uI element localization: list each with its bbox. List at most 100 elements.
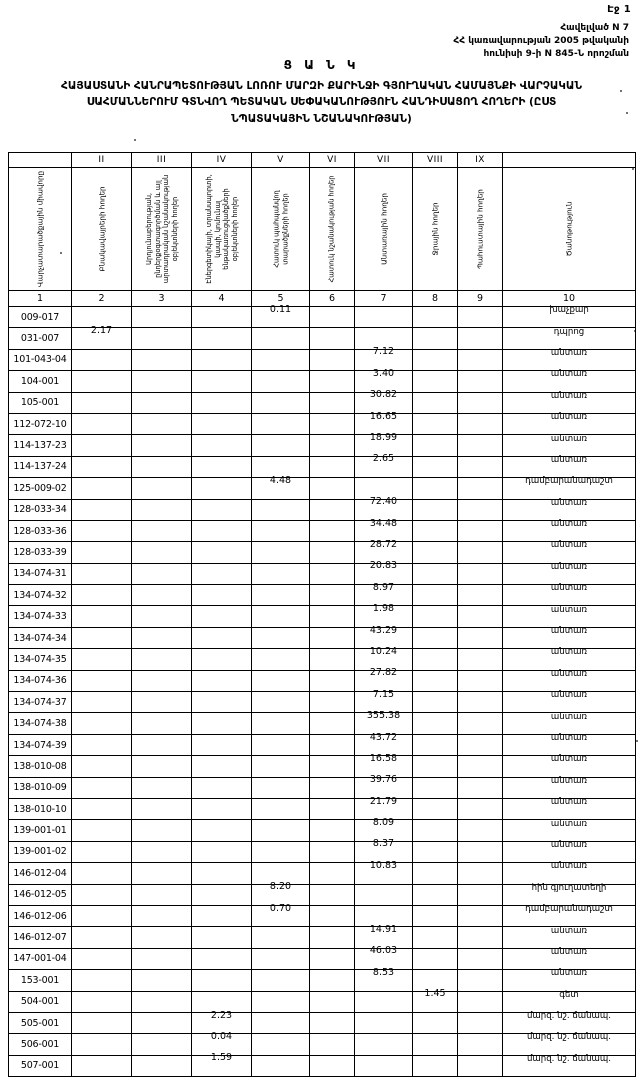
cell-value-col-6: [309, 990, 355, 1013]
cell-note: անտառ: [502, 754, 636, 778]
cell-value-text: 0.11: [269, 303, 292, 315]
cell-value-col-5: [251, 712, 310, 735]
cell-value-col-8: [412, 348, 458, 372]
cell-value-col-3: [131, 626, 192, 650]
cell-value-text: 43.29: [369, 624, 398, 636]
cell-value-col-9: [457, 904, 503, 928]
cell-value-text: 16.58: [369, 752, 398, 764]
cell-value-col-4: [191, 541, 252, 564]
cell-value-col-9: [457, 862, 503, 885]
cell-value-text: 8.37: [372, 838, 395, 850]
cell-value-col-3: [131, 1033, 192, 1056]
cell-value-col-3: [131, 969, 192, 992]
cell-value-col-4: [191, 519, 252, 543]
cell-value-col-8: [412, 712, 458, 735]
cell-value-col-9: [457, 1033, 503, 1056]
cell-value-col-9: [457, 883, 503, 906]
doc-ref-line-2: ՀՀ կառավարության 2005 թվականի: [453, 36, 629, 47]
column-header-infrastructure-lands: Էներգետիկայի, տրանսպորտի, կապի, կոմունալ…: [191, 167, 252, 291]
cell-value-col-6: [309, 412, 355, 436]
column-number-3: 3: [131, 290, 192, 307]
cell-note: խաչքար: [502, 305, 636, 329]
cell-value-col-5: [251, 327, 310, 350]
cell-value-col-6: [309, 755, 355, 778]
cell-value-col-5: [251, 498, 310, 521]
cell-value-col-4: 1.59: [191, 1052, 252, 1077]
cell-value-col-2: [71, 412, 132, 436]
column-header-reserve-lands: Պահուստային հողեր: [457, 167, 503, 291]
cell-note: անտառ: [502, 669, 636, 693]
cell-value-col-8: [412, 904, 458, 928]
cell-value-col-8: [412, 455, 458, 479]
cell-note: անտառ: [502, 840, 636, 864]
cell-note-text: անտառ: [550, 690, 588, 701]
cell-value-col-9: [457, 626, 503, 650]
cell-note: անտառ: [502, 605, 636, 628]
table-row: 112-072-10 16.65 անտառ: [8, 411, 636, 436]
column-header-industrial-lands: Արդյունաբերության, ընդերքօգտագործման և ա…: [131, 167, 192, 291]
cell-note-text: անտառ: [550, 818, 588, 829]
cell-note-text: անտառ: [550, 711, 588, 722]
cell-value-col-6: [309, 498, 355, 521]
cell-value-col-5: [251, 1033, 310, 1056]
column-number-7: 7: [354, 290, 413, 307]
cell-value-col-4: [191, 883, 252, 906]
cell-value-col-3: [131, 712, 192, 735]
table-row: 147-001-04 46.03 անտառ: [8, 945, 636, 971]
cell-administrative-unit-code: 114-137-24: [8, 455, 72, 479]
cell-value-col-4: [191, 712, 252, 735]
cell-note-text: անտառ: [550, 454, 588, 465]
cell-note-text: անտառ: [550, 861, 588, 872]
column-header-administrative-unit: Վարչատարածքային միավորը: [8, 167, 72, 291]
cell-value-col-8: [412, 1054, 458, 1077]
table-row: 146-012-07 14.91 անտառ: [8, 924, 636, 949]
cell-value-col-2: [71, 584, 132, 607]
cell-value-col-3: [131, 412, 192, 436]
column-header-forest-lands-label: Անտառային հողեր: [379, 193, 388, 265]
cell-value-col-2: [71, 1033, 132, 1056]
table-column-number-row: 1 2 3 4 5 6 7 8 9 10: [8, 290, 636, 307]
cell-value-col-9: [457, 1011, 503, 1035]
cell-value-col-5: [251, 840, 310, 864]
cell-note: անտառ: [502, 926, 636, 949]
column-header-settlement-lands: Բնակավայրերի հողեր: [71, 167, 132, 291]
table-row: 134-074-39 43.72 անտառ: [8, 732, 636, 757]
cell-value-col-2: [71, 391, 132, 414]
cell-value-col-3: [131, 1054, 192, 1077]
cell-administrative-unit-code: 134-074-39: [8, 733, 72, 757]
cell-value-col-2: [71, 370, 132, 393]
cell-value-col-8: [412, 305, 458, 329]
cell-administrative-unit-code: 139-001-01: [8, 819, 72, 842]
cell-note-text: դամբարանադաշտ: [525, 476, 613, 487]
cell-value-col-5: [251, 669, 310, 693]
subtitle-line-2: ՍԱՀՄԱՆՆԵՐՈՒՄ ԳՏՆՎՈՂ ՊԵՏԱԿԱՆ ՍԵՓԱԿԱՆՈՒԹՅՈ…: [86, 96, 557, 109]
cell-value-text: 27.82: [369, 667, 398, 679]
cell-administrative-unit-code: 128-033-34: [8, 498, 72, 521]
cell-note-text: անտառ: [550, 626, 588, 637]
cell-value-col-8: [412, 541, 458, 564]
cell-value-col-2: [71, 862, 132, 885]
cell-value-col-4: [191, 797, 252, 821]
cell-note: անտառ: [502, 797, 636, 821]
subtitle-line-1: ՀԱՅԱՍՏԱՆԻ ՀԱՆՐԱՊԵՏՈՒԹՅԱՆ ԼՈՌՈՒ ՄԱՐԶԻ ՔԱՐ…: [61, 80, 582, 92]
cell-value-col-8: [412, 605, 458, 628]
table-row: 134-074-38 355.38 անտառ: [8, 710, 636, 735]
cell-value-col-7: [354, 990, 413, 1013]
cell-value-text: 8.09: [372, 817, 395, 829]
scan-speck: [632, 168, 634, 170]
cell-value-col-2: [71, 691, 132, 714]
table-row: 146-012-05 8.20 հին գյուղատեղի: [8, 881, 636, 906]
cell-value-col-9: [457, 648, 503, 671]
cell-value-col-5: 4.48: [251, 475, 310, 500]
cell-value-text: 14.91: [369, 924, 398, 936]
cell-value-col-6: [309, 969, 355, 992]
column-header-protected-areas-lands-label: Հատուկ պահպանվող տարածքների հողեր: [271, 190, 289, 268]
cell-note-text: խաչքար: [549, 305, 589, 316]
table-row: 146-012-06 0.70 դամբարանադաշտ: [8, 903, 636, 928]
cell-value-col-6: [309, 883, 355, 906]
cell-value-col-8: [412, 691, 458, 714]
cell-value-col-9: [457, 755, 503, 778]
cell-administrative-unit-code: 138-010-10: [8, 797, 72, 821]
cell-value-col-2: [71, 926, 132, 949]
cell-value-col-8: [412, 477, 458, 500]
